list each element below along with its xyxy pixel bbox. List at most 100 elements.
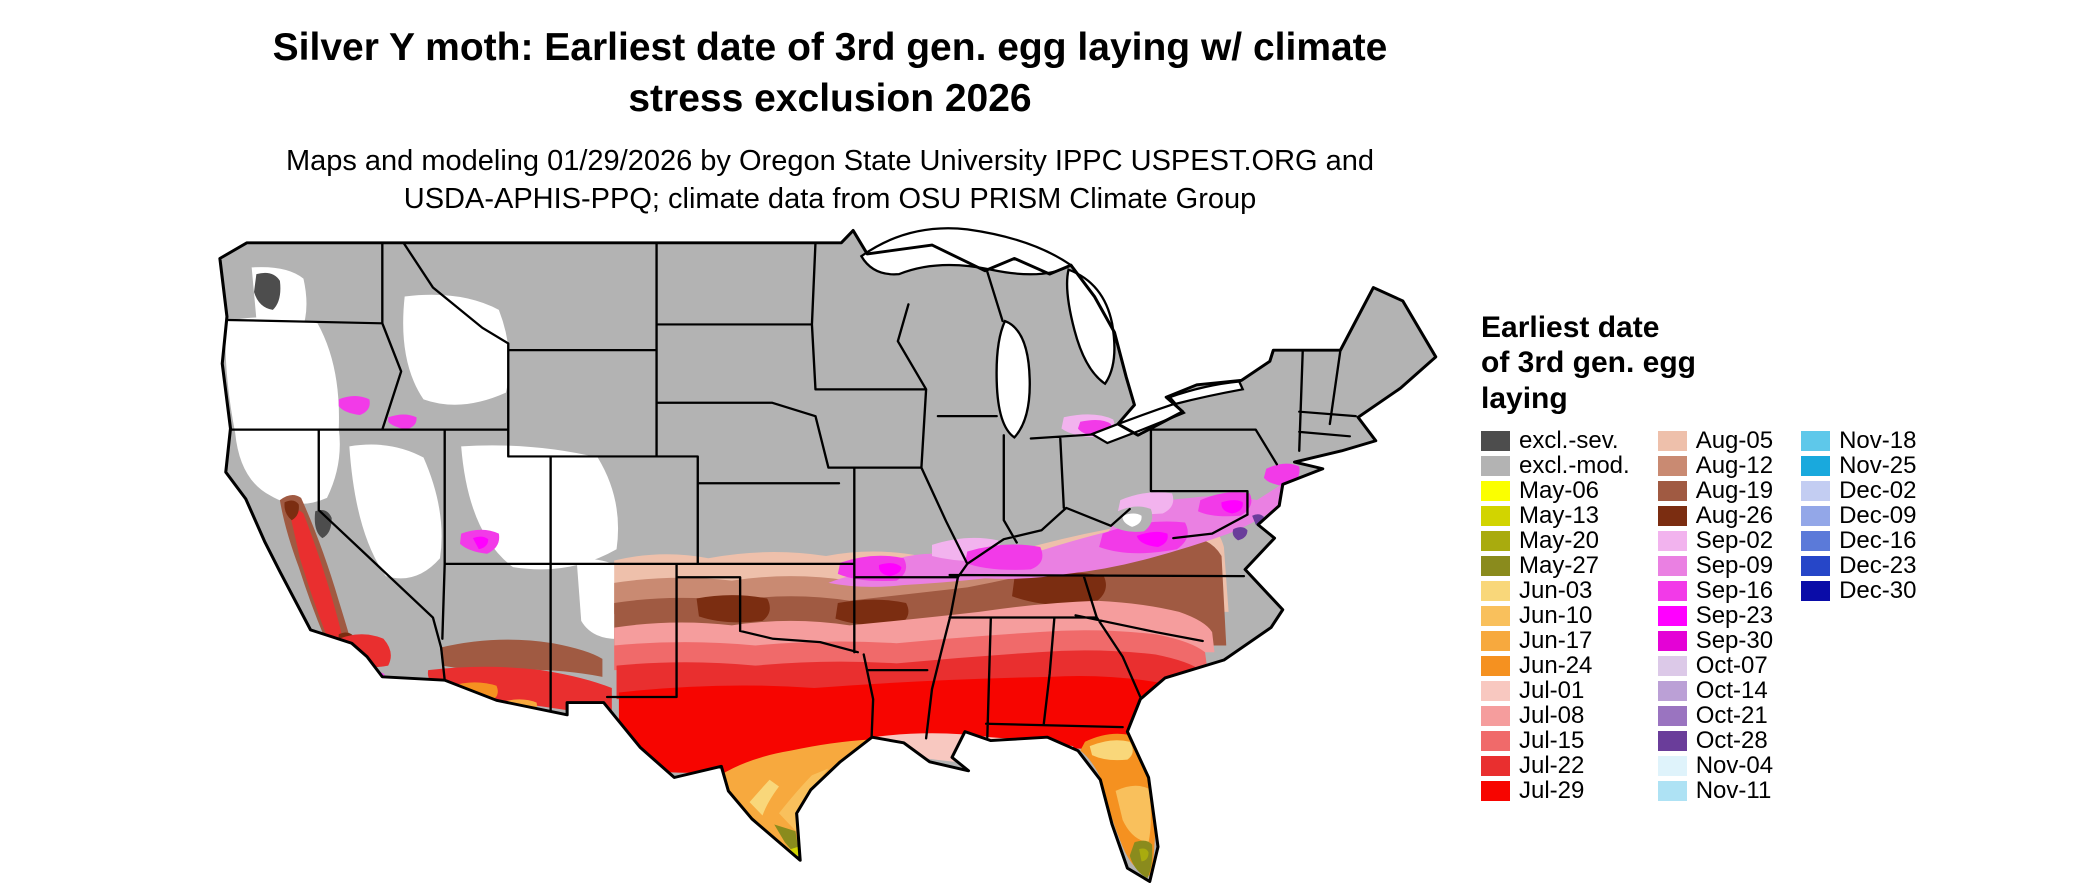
legend-swatch bbox=[1481, 505, 1510, 526]
legend-swatch bbox=[1481, 780, 1510, 801]
legend-row: Nov-11 bbox=[1657, 776, 1773, 804]
map-region-cavalley-red bbox=[289, 509, 344, 645]
legend-label: Aug-19 bbox=[1695, 476, 1774, 504]
state-borders bbox=[226, 241, 1357, 759]
legend-label: Jun-03 bbox=[1519, 576, 1593, 604]
map-region-socal-red bbox=[337, 634, 391, 668]
subtitle-line-2: USDA-APHIS-PPQ; climate data from OSU PR… bbox=[403, 182, 1257, 215]
legend-row: Sep-02 bbox=[1657, 526, 1774, 554]
legend-label: Oct-28 bbox=[1695, 726, 1768, 754]
legend-swatch bbox=[1481, 630, 1510, 651]
legend-row: Nov-25 bbox=[1801, 452, 1916, 479]
legend-label: Sep-16 bbox=[1695, 576, 1774, 604]
legend-row: Nov-04 bbox=[1657, 752, 1773, 779]
legend-row: Oct-28 bbox=[1657, 726, 1773, 754]
legend-row: May-06 bbox=[1481, 476, 1630, 504]
legend-swatch bbox=[1801, 480, 1831, 501]
legend-label: Jul-22 bbox=[1519, 751, 1585, 779]
legend-swatch bbox=[1657, 705, 1687, 726]
legend-swatch bbox=[1657, 480, 1687, 501]
legend-row: Dec-30 bbox=[1801, 576, 1917, 604]
legend-swatch bbox=[1801, 555, 1831, 576]
legend-swatch bbox=[1481, 680, 1510, 701]
legend-row: excl.-mod. bbox=[1481, 451, 1630, 479]
title-line-2: stress exclusion 2026 bbox=[628, 77, 1032, 121]
legend-swatch bbox=[1657, 730, 1687, 751]
legend-label: Aug-05 bbox=[1695, 426, 1774, 454]
legend-swatch bbox=[1801, 455, 1831, 476]
map-region-excl-severe bbox=[254, 272, 332, 539]
legend-row: Jul-29 bbox=[1481, 776, 1630, 804]
legend-label: May-13 bbox=[1519, 501, 1600, 529]
title-line-1: Silver Y moth: Earliest date of 3rd gen.… bbox=[272, 26, 1388, 69]
legend-row: Aug-19 bbox=[1657, 476, 1774, 504]
legend-swatch bbox=[1481, 605, 1510, 626]
legend-swatch bbox=[1481, 755, 1510, 776]
legend-swatch bbox=[1657, 680, 1687, 701]
legend-row: Aug-12 bbox=[1657, 451, 1774, 479]
legend-row: Sep-23 bbox=[1657, 602, 1773, 629]
legend-label: Aug-12 bbox=[1695, 451, 1774, 479]
legend-label: Oct-21 bbox=[1695, 701, 1768, 729]
legend-label: Aug-26 bbox=[1695, 501, 1774, 529]
legend-row: Nov-18 bbox=[1801, 427, 1916, 454]
legend-swatch bbox=[1481, 580, 1510, 601]
legend-columns: excl.-sev. excl.-mod. May-06 May-13 May-… bbox=[1481, 426, 1917, 804]
legend-row: Sep-09 bbox=[1657, 552, 1773, 579]
legend-row: Dec-09 bbox=[1801, 502, 1916, 529]
legend-row: Jul-01 bbox=[1481, 676, 1630, 704]
legend-swatch bbox=[1657, 580, 1687, 601]
us-map-svg bbox=[218, 227, 1438, 883]
legend-label: Dec-16 bbox=[1839, 526, 1917, 554]
legend-swatch bbox=[1657, 630, 1687, 651]
map-region-stx-jun03 bbox=[749, 779, 779, 816]
legend-label: Dec-30 bbox=[1839, 576, 1917, 604]
map-region-aug26-patches bbox=[696, 515, 1168, 626]
legend-row: Sep-30 bbox=[1657, 627, 1773, 654]
legend-swatch bbox=[1481, 455, 1510, 476]
legend-row: Jun-24 bbox=[1481, 652, 1630, 679]
legend-swatch bbox=[1481, 655, 1510, 676]
legend-swatch bbox=[1481, 480, 1510, 501]
map-region-florida-jun03 bbox=[1089, 740, 1133, 761]
legend-label: Jul-29 bbox=[1519, 776, 1585, 804]
legend-label: excl.-mod. bbox=[1519, 451, 1630, 479]
map-region-sep02-patches bbox=[931, 414, 1174, 562]
map-region-florida-jun24 bbox=[1080, 733, 1156, 876]
legend-row: Aug-05 bbox=[1657, 426, 1774, 454]
map-region-appalachia-white bbox=[1122, 513, 1142, 527]
legend-row: Oct-14 bbox=[1657, 676, 1773, 704]
legend-row: Sep-16 bbox=[1657, 576, 1774, 604]
legend-label: excl.-sev. bbox=[1519, 426, 1619, 454]
map-region-oct28-dots bbox=[1232, 514, 1264, 541]
legend-row: Aug-26 bbox=[1657, 501, 1774, 529]
map-region-sep09-band bbox=[828, 482, 1297, 587]
legend-row: Jun-10 bbox=[1481, 601, 1630, 629]
legend-row: excl.-sev. bbox=[1481, 426, 1630, 454]
legend-label: May-06 bbox=[1519, 476, 1600, 504]
legend-swatch bbox=[1657, 780, 1687, 801]
legend-label: Oct-14 bbox=[1695, 676, 1768, 704]
map-region-florida-jun10 bbox=[1115, 785, 1151, 843]
us-map bbox=[214, 226, 1444, 886]
legend-swatch bbox=[1481, 530, 1510, 551]
legend-label: Sep-02 bbox=[1695, 526, 1774, 554]
legend-label: Dec-23 bbox=[1839, 551, 1917, 579]
legend-swatch bbox=[1801, 530, 1831, 551]
legend-title-line-2: of 3rd gen. egg bbox=[1481, 346, 1697, 380]
legend-row: May-20 bbox=[1481, 526, 1630, 554]
legend-label: Jun-17 bbox=[1519, 626, 1593, 654]
map-region-florida-may20 bbox=[1139, 848, 1149, 862]
legend-row: Jul-22 bbox=[1481, 751, 1630, 779]
legend-swatch bbox=[1657, 530, 1687, 551]
legend-label: Jun-10 bbox=[1519, 601, 1593, 629]
legend-label: Nov-11 bbox=[1695, 776, 1772, 804]
legend-swatch bbox=[1657, 605, 1687, 626]
legend-row: May-13 bbox=[1481, 501, 1630, 529]
legend-label: May-20 bbox=[1519, 526, 1600, 554]
legend-label: Jul-01 bbox=[1519, 676, 1585, 704]
legend-swatch bbox=[1657, 755, 1687, 776]
legend-column-3: Nov-18 Nov-25 Dec-02 Dec-09 Dec-16 Dec-2… bbox=[1801, 427, 1917, 604]
legend-swatch bbox=[1801, 505, 1831, 526]
